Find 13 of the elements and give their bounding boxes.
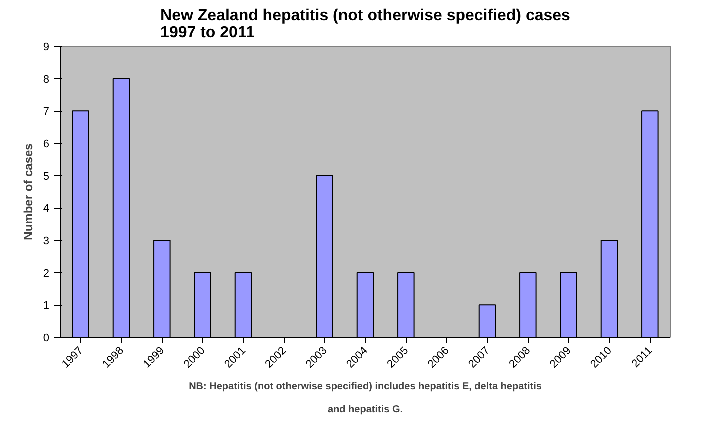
y-tick-label: 5 (43, 170, 50, 183)
y-tick-label: 0 (43, 332, 50, 344)
y-tick-label: 2 (43, 268, 50, 280)
y-tick-label: 9 (43, 42, 50, 54)
y-tick-label: 6 (43, 138, 50, 150)
y-tick-label: 3 (43, 236, 50, 248)
y-tick-label: 4 (43, 203, 50, 216)
y-tick-label: 1 (43, 300, 50, 312)
y-axis-title: Number of cases (21, 143, 36, 240)
y-tick-label: 7 (43, 106, 50, 118)
y-tick-label: 8 (43, 74, 50, 86)
text: NB: Hepatitis (not otherwise specified) includes hepatitis E, delta hepatitis and hepatitis G. (189, 382, 542, 416)
chart-title: New Zealand hepatitis (not otherwise specified) cases 1997 to 2011 (160, 8, 571, 42)
